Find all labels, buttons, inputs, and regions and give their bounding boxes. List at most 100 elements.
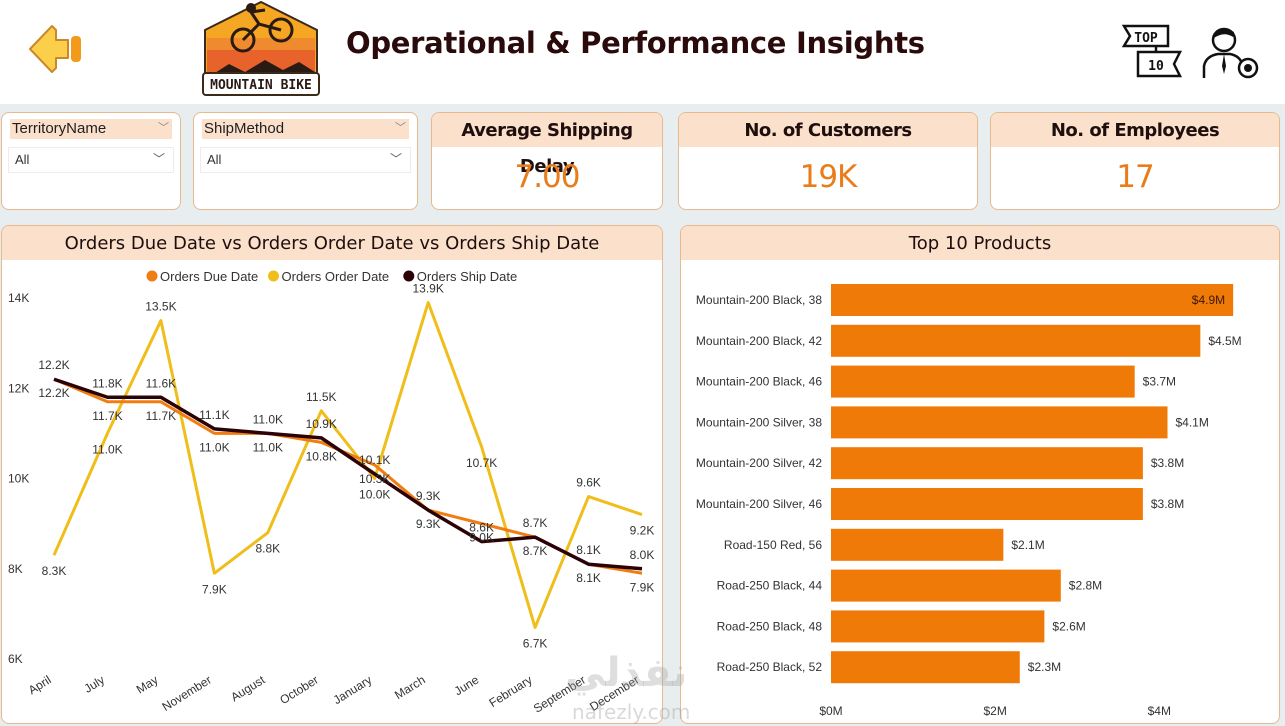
data-label: 11.7K <box>92 409 122 423</box>
top10-ribbon-icon: TOP 10 <box>1121 24 1183 78</box>
bar-category-label: Road-150 Red, 56 <box>724 538 822 552</box>
y-tick-label: 6K <box>8 652 23 666</box>
bar-chart-title: Top 10 Products <box>681 226 1279 260</box>
x-tick-label: December <box>587 673 641 714</box>
kpi-label: No. of Employees <box>991 113 1279 147</box>
data-label: 8.6K <box>469 521 494 535</box>
kpi-avg-shipping-delay: Average Shipping Delay 7.00 <box>431 112 663 210</box>
chevron-down-icon[interactable]: ﹀ <box>395 122 406 134</box>
bar-value-label: $4.1M <box>1176 415 1209 429</box>
kpi-customers: No. of Customers 19K <box>678 112 978 210</box>
data-label: 8.3K <box>42 564 67 578</box>
data-label: 8.8K <box>255 542 280 556</box>
data-label: 10.1K <box>359 453 390 467</box>
series-line-orders-ship-date <box>53 377 643 571</box>
data-label: 10.3K <box>359 472 390 486</box>
logo-text: MOUNTAIN BIKE <box>210 78 312 93</box>
bar <box>831 284 1234 316</box>
bar-chart-plot: Mountain-200 Black, 38 $4.9M Mountain-200 … <box>696 284 1242 718</box>
line-chart-title: Orders Due Date vs Orders Order Date vs … <box>2 226 662 260</box>
x-tick-label: November <box>160 673 214 714</box>
data-label: 9.6K <box>576 476 601 490</box>
y-tick-label: 14K <box>8 291 29 305</box>
page-title: Operational & Performance Insights <box>346 26 925 60</box>
series-line-orders-order-date <box>52 301 643 629</box>
data-label: 10.9K <box>306 417 337 431</box>
kpi-value: 19K <box>799 159 858 195</box>
bar-value-label: $3.8M <box>1151 497 1184 511</box>
bar-category-label: Mountain-200 Silver, 42 <box>696 456 822 470</box>
data-label: 6.7K <box>523 636 548 650</box>
orders-dates-line-chart: Orders Due Date vs Orders Order Date vs … <box>1 225 663 724</box>
bar-value-label: $4.9M <box>1192 293 1225 307</box>
bar-value-label: $3.8M <box>1151 456 1184 470</box>
shipmethod-slicer: ShipMethod ﹀ All ﹀ <box>193 112 418 210</box>
chevron-down-icon[interactable]: ﹀ <box>158 122 169 134</box>
bar <box>831 528 1004 561</box>
chevron-down-icon: ﹀ <box>389 152 402 166</box>
x-tick-label: $4M <box>1148 704 1171 718</box>
header-bar: MOUNTAIN BIKE Operational & Performance … <box>0 0 1285 104</box>
chevron-down-icon: ﹀ <box>152 152 165 166</box>
bar-value-label: $3.7M <box>1143 375 1176 389</box>
x-tick-label: August <box>228 672 268 704</box>
data-label: 12.2K <box>38 386 69 400</box>
data-label: 11.1K <box>199 408 229 422</box>
bar <box>831 406 1168 439</box>
kpi-label: No. of Customers <box>679 113 977 147</box>
bar-value-label: $2.1M <box>1011 538 1044 552</box>
kpi-value: 7.00 <box>514 159 580 195</box>
bar <box>831 488 1143 520</box>
top10-button[interactable]: TOP 10 <box>1118 22 1184 80</box>
bar-category-label: Road-250 Black, 48 <box>717 619 823 633</box>
series-line-orders-due-date <box>53 377 643 575</box>
bar <box>831 651 1020 684</box>
kpi-label: Average Shipping Delay <box>432 113 662 177</box>
bar <box>831 569 1061 602</box>
x-tick-label: February <box>487 673 535 710</box>
x-tick-label: $0M <box>819 704 842 718</box>
data-label: 9.3K <box>416 489 441 503</box>
data-label: 9.2K <box>630 524 655 538</box>
bar <box>831 365 1135 398</box>
data-label: 11.0K <box>92 442 122 456</box>
employee-award-icon <box>1202 27 1259 79</box>
employees-button[interactable] <box>1200 22 1262 82</box>
mountain-bike-logo: MOUNTAIN BIKE <box>199 0 323 98</box>
data-label: 11.0K <box>253 412 283 426</box>
svg-text:TOP: TOP <box>1134 31 1158 46</box>
bar-category-label: Road-250 Black, 44 <box>717 579 823 593</box>
bar-category-label: Road-250 Black, 52 <box>717 660 823 674</box>
shipmethod-slicer-title: ShipMethod ﹀ <box>202 119 409 139</box>
data-label: 8.7K <box>523 544 548 558</box>
legend-label: Orders Ship Date <box>417 269 517 284</box>
y-tick-label: 10K <box>8 472 29 486</box>
data-label: 7.9K <box>630 580 655 594</box>
data-label: 9.0K <box>469 531 494 545</box>
back-button[interactable] <box>26 22 86 76</box>
legend-label: Orders Order Date <box>282 269 390 284</box>
data-label: 10.8K <box>306 449 337 463</box>
top10-products-bar-chart: Top 10 Products Mountain-200 Black, 38 $4… <box>680 225 1280 724</box>
bar <box>831 610 1045 643</box>
legend-label: Orders Due Date <box>160 269 258 284</box>
territory-dropdown[interactable]: All ﹀ <box>8 147 174 173</box>
x-tick-label: April <box>26 673 54 698</box>
svg-text:10: 10 <box>1148 59 1164 74</box>
data-label: 11.0K <box>253 440 283 454</box>
data-label: 8.7K <box>523 516 548 530</box>
shipmethod-dropdown[interactable]: All ﹀ <box>200 147 411 173</box>
data-label: 9.3K <box>416 517 441 531</box>
bar-category-label: Mountain-200 Silver, 38 <box>696 415 822 429</box>
data-label: 8.0K <box>630 548 655 562</box>
data-label: 11.5K <box>306 390 336 404</box>
x-tick-label: October <box>277 673 321 707</box>
bar-category-label: Mountain-200 Black, 42 <box>696 334 822 348</box>
x-tick-label: July <box>82 673 108 696</box>
data-label: 10.7K <box>466 456 497 470</box>
territory-slicer: TerritoryName ﹀ All ﹀ <box>1 112 181 210</box>
bar-value-label: $4.5M <box>1208 334 1241 348</box>
legend-marker <box>268 270 279 282</box>
y-tick-label: 8K <box>8 562 23 576</box>
data-label: 8.1K <box>576 571 601 585</box>
